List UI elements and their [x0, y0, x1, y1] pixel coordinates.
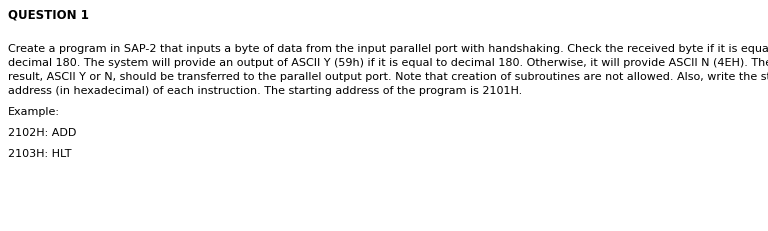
Text: QUESTION 1: QUESTION 1 — [8, 9, 89, 22]
Text: 2102H: ADD: 2102H: ADD — [8, 128, 76, 138]
Text: decimal 180. The system will provide an output of ASCII Y (59h) if it is equal t: decimal 180. The system will provide an … — [8, 58, 768, 68]
Text: Create a program in SAP-2 that inputs a byte of data from the input parallel por: Create a program in SAP-2 that inputs a … — [8, 44, 768, 54]
Text: result, ASCII Y or N, should be transferred to the parallel output port. Note th: result, ASCII Y or N, should be transfer… — [8, 72, 768, 82]
Text: address (in hexadecimal) of each instruction. The starting address of the progra: address (in hexadecimal) of each instruc… — [8, 86, 522, 96]
Text: Example:: Example: — [8, 107, 60, 117]
Text: 2103H: HLT: 2103H: HLT — [8, 149, 71, 159]
